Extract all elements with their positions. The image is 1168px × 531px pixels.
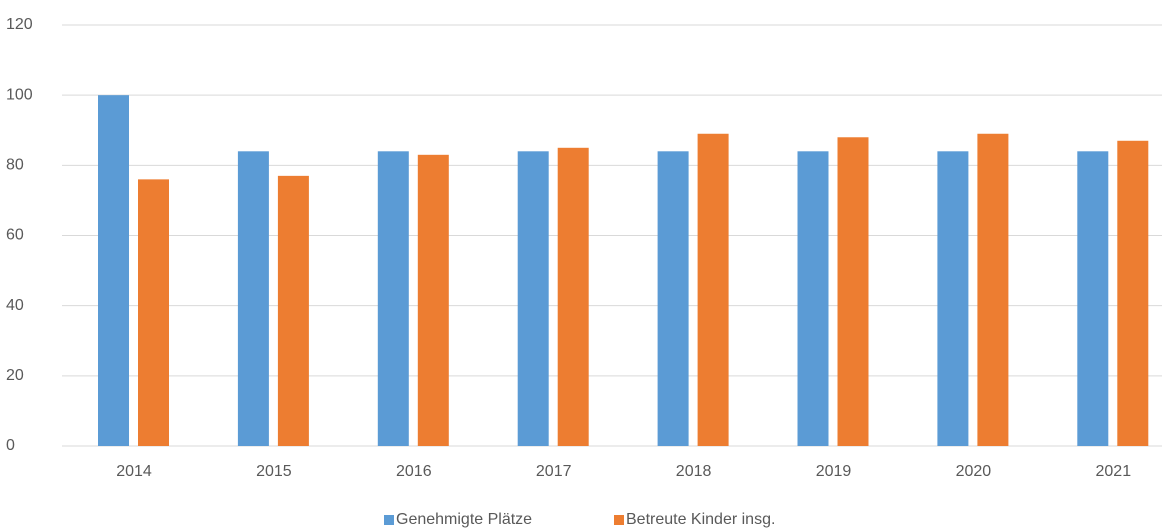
- x-tick-label: 2020: [956, 463, 992, 480]
- bar: [237, 151, 269, 447]
- bar: [557, 147, 589, 446]
- bar: [697, 133, 729, 446]
- bar: [1117, 140, 1149, 446]
- x-tick-label: 2017: [536, 463, 572, 480]
- bar: [98, 95, 129, 447]
- bar: [277, 175, 309, 446]
- y-tick-label: 40: [6, 297, 24, 314]
- bar: [657, 151, 689, 447]
- bar: [797, 151, 829, 447]
- x-tick-label: 2018: [676, 463, 712, 480]
- legend-label: Betreute Kinder insg.: [626, 511, 775, 528]
- x-tick-label: 2016: [396, 463, 432, 480]
- legend-swatch: [614, 515, 624, 525]
- bar: [977, 133, 1009, 446]
- bar: [138, 179, 169, 446]
- y-tick-label: 60: [6, 227, 24, 244]
- bar: [837, 137, 869, 446]
- y-tick-label: 100: [6, 86, 33, 103]
- y-tick-label: 120: [6, 16, 33, 33]
- legend-swatch: [384, 515, 394, 525]
- bar: [377, 151, 409, 447]
- x-tick-label: 2019: [816, 463, 852, 480]
- y-tick-label: 0: [6, 437, 15, 454]
- bar: [417, 154, 449, 446]
- x-tick-label: 2014: [116, 463, 152, 480]
- y-tick-label: 20: [6, 367, 24, 384]
- y-tick-label: 80: [6, 157, 24, 174]
- bar: [1077, 151, 1109, 447]
- x-tick-label: 2021: [1096, 463, 1132, 480]
- bar: [937, 151, 969, 447]
- x-tick-label: 2015: [256, 463, 292, 480]
- legend-label: Genehmigte Plätze: [396, 511, 532, 528]
- bar: [517, 151, 549, 447]
